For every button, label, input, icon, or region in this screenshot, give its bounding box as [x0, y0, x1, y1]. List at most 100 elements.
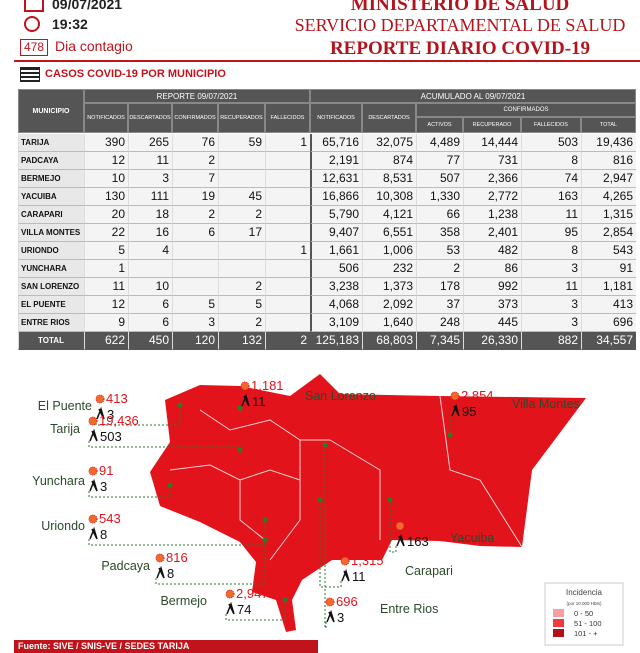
place-name: San Lorenzo	[305, 389, 376, 403]
place-name: Tarija	[50, 422, 80, 436]
ribbon-icon	[396, 533, 405, 547]
virus-icon	[325, 597, 335, 607]
cell-value: 2,401	[463, 224, 521, 242]
map-dot	[387, 497, 393, 503]
cell-value	[172, 278, 218, 296]
legend-swatch	[553, 609, 564, 617]
cell-value: 26,330	[463, 332, 521, 350]
cell-value: 65,716	[310, 134, 362, 152]
cell-value: 232	[362, 260, 416, 278]
leader-line	[239, 406, 242, 413]
place-name: Entre Rios	[380, 602, 438, 616]
date: 09/07/2021	[52, 0, 123, 12]
ribbon-icon	[96, 406, 105, 420]
cell-value: 8,531	[362, 170, 416, 188]
cell-value: 992	[463, 278, 521, 296]
virus-icon	[95, 394, 105, 404]
cell-value: 19	[172, 188, 218, 206]
borders	[169, 395, 523, 561]
cell-value: 86	[463, 260, 521, 278]
cell-value: 11	[84, 278, 128, 296]
deaths: 11	[352, 569, 366, 584]
virus-icon	[450, 391, 460, 401]
row-name: URIONDO	[18, 242, 84, 260]
cell-value: 32,075	[362, 134, 416, 152]
cell-value	[218, 242, 265, 260]
cell-value	[265, 296, 310, 314]
header-rule	[14, 60, 640, 62]
header-confirmados: CONFIRMADOS	[416, 103, 636, 117]
cell-value: 2	[416, 260, 463, 278]
cell-value: 53	[416, 242, 463, 260]
cell-value	[265, 152, 310, 170]
cell-value: 3	[521, 260, 581, 278]
cell-value: 11	[521, 206, 581, 224]
cell-value	[265, 260, 310, 278]
cell-value: 59	[218, 134, 265, 152]
cell-value: 6,551	[362, 224, 416, 242]
cell-value: 76	[172, 134, 218, 152]
cell-value: 1,640	[362, 314, 416, 332]
cell-value: 12,631	[310, 170, 362, 188]
cell-value: 91	[581, 260, 636, 278]
cases: 2,854	[461, 388, 494, 403]
deaths: 95	[462, 404, 476, 419]
cell-value: 2	[218, 278, 265, 296]
cell-value	[265, 314, 310, 332]
row-name: TOTAL	[18, 332, 84, 350]
leader-line	[155, 540, 266, 585]
footer: Fuente: SIVE / SNIS-VE / SEDES TARIJA	[14, 640, 318, 653]
cell-value: 1	[265, 134, 310, 152]
cell-value: 20	[84, 206, 128, 224]
cell-value: 731	[463, 152, 521, 170]
column-header: FALLECIDOS	[521, 117, 581, 133]
cell-value: 373	[463, 296, 521, 314]
cell-value	[265, 206, 310, 224]
cases: 816	[166, 550, 188, 565]
day-label: Dia contagio	[55, 38, 133, 54]
header-municipio: MUNICIPIO	[18, 89, 84, 133]
virus-icon	[88, 466, 98, 476]
place-name: Yunchara	[32, 474, 85, 488]
cell-value: 882	[521, 332, 581, 350]
virus-icon	[88, 416, 98, 426]
place-name: Bermejo	[160, 594, 207, 608]
map-dot	[262, 517, 268, 523]
cell-value	[172, 260, 218, 278]
map-dot	[237, 405, 243, 411]
cell-value: 1	[265, 242, 310, 260]
row-name: YUNCHARA	[18, 260, 84, 278]
ribbon-icon	[156, 565, 165, 579]
legend-swatch	[553, 619, 564, 627]
cell-value: 2	[218, 206, 265, 224]
deaths: 74	[237, 602, 251, 617]
leader-line	[225, 600, 286, 621]
legend-item: 0 - 50	[574, 609, 593, 618]
cell-value: 68,803	[362, 332, 416, 350]
header: 09/07/2021 19:32 478 Dia contagio MINIST…	[0, 0, 640, 62]
cell-value: 248	[416, 314, 463, 332]
cell-value: 74	[521, 170, 581, 188]
leader-line	[389, 500, 397, 553]
date-icon	[24, 0, 44, 12]
virus-icon	[240, 381, 250, 391]
cell-value: 111	[128, 188, 172, 206]
ribbon-icon	[341, 568, 350, 582]
cell-value: 413	[581, 296, 636, 314]
header-acumulado: ACUMULADO AL 09/07/2021	[310, 89, 636, 103]
cell-value: 5	[172, 296, 218, 314]
cell-value: 1,330	[416, 188, 463, 206]
cell-value: 163	[521, 188, 581, 206]
virus-icon	[340, 556, 350, 566]
cell-value	[265, 170, 310, 188]
deaths: 3	[107, 407, 114, 422]
ribbon-icon	[226, 601, 235, 615]
cell-value: 8	[521, 152, 581, 170]
cell-value: 4,489	[416, 134, 463, 152]
cell-value: 6	[128, 314, 172, 332]
cell-value: 22	[84, 224, 128, 242]
virus-icon	[395, 521, 405, 531]
map-dot	[447, 432, 453, 438]
cell-value: 12	[84, 152, 128, 170]
